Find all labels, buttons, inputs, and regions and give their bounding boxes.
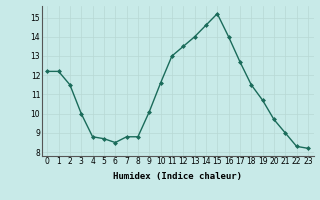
X-axis label: Humidex (Indice chaleur): Humidex (Indice chaleur)	[113, 172, 242, 181]
